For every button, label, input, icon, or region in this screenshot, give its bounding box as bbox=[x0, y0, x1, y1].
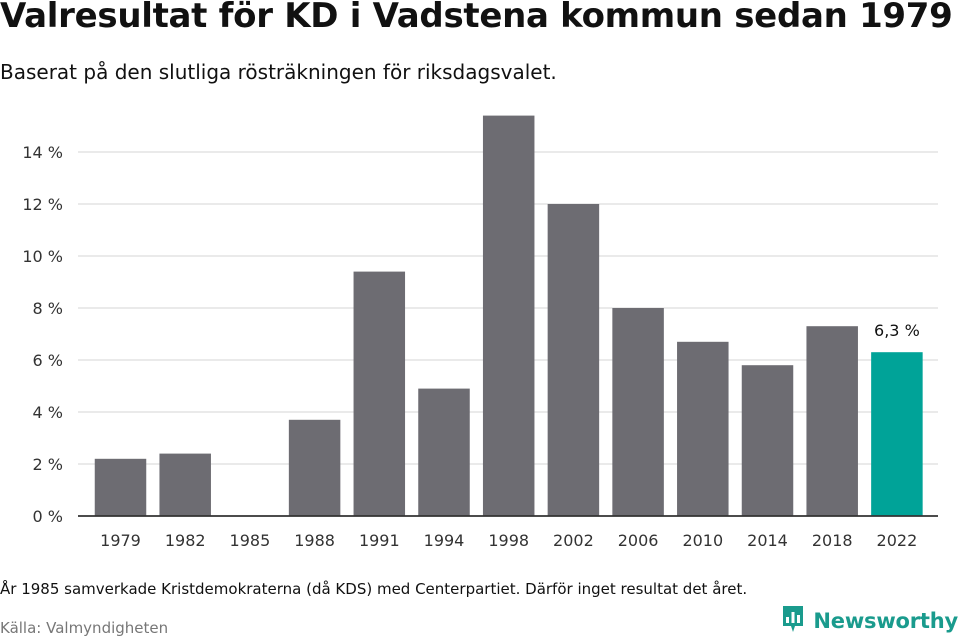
y-tick-label: 4 % bbox=[33, 403, 63, 422]
x-tick-label: 1985 bbox=[230, 531, 271, 550]
y-tick-label: 0 % bbox=[33, 507, 63, 526]
x-tick-label: 2018 bbox=[812, 531, 853, 550]
bars bbox=[94, 115, 923, 516]
bar bbox=[418, 388, 470, 516]
bar bbox=[547, 204, 600, 516]
y-tick-label: 2 % bbox=[33, 455, 63, 474]
y-tick-label: 14 % bbox=[22, 143, 63, 162]
bar bbox=[871, 352, 923, 516]
newsworthy-logo-icon bbox=[781, 604, 805, 638]
bar bbox=[741, 365, 794, 516]
highlight-data-label: 6,3 % bbox=[874, 321, 920, 340]
x-tick-label: 2010 bbox=[682, 531, 723, 550]
x-tick-label: 1991 bbox=[359, 531, 400, 550]
bar bbox=[677, 341, 729, 516]
bar bbox=[612, 308, 664, 516]
bar bbox=[806, 326, 858, 516]
y-tick-label: 6 % bbox=[33, 351, 63, 370]
y-tick-label: 8 % bbox=[33, 299, 63, 318]
x-tick-label: 1988 bbox=[294, 531, 335, 550]
chart-subtitle: Baserat på den slutliga rösträkningen fö… bbox=[0, 60, 557, 84]
brand-name: Newsworthy bbox=[813, 609, 958, 633]
bar bbox=[288, 419, 341, 516]
x-tick-label: 1998 bbox=[488, 531, 529, 550]
x-tick-label: 1982 bbox=[165, 531, 206, 550]
x-tick-label: 2006 bbox=[618, 531, 659, 550]
x-tick-label: 2022 bbox=[877, 531, 918, 550]
x-tick-label: 2002 bbox=[553, 531, 594, 550]
source-text: Källa: Valmyndigheten bbox=[0, 619, 169, 637]
x-tick-label: 1994 bbox=[424, 531, 465, 550]
y-tick-label: 10 % bbox=[22, 247, 63, 266]
bar bbox=[159, 453, 211, 516]
bar-chart: 0 % 2 % 4 % 6 % 8 % 10 % 12 % 14 % 1979 1982 1985… bbox=[22, 115, 938, 550]
x-tick-label: 1979 bbox=[100, 531, 141, 550]
chart-title: Valresultat för KD i Vadstena kommun sed… bbox=[0, 0, 953, 36]
bar bbox=[482, 115, 535, 516]
bar bbox=[353, 271, 406, 516]
brand-logo: Newsworthy bbox=[781, 606, 958, 636]
y-tick-label: 12 % bbox=[22, 195, 63, 214]
y-axis-ticks: 0 % 2 % 4 % 6 % 8 % 10 % 12 % 14 % bbox=[22, 143, 63, 526]
x-axis-ticks: 1979 1982 1985 1988 1991 1994 1998 2002 2006 2010… bbox=[100, 531, 917, 550]
x-tick-label: 2014 bbox=[747, 531, 788, 550]
footnote: År 1985 samverkade Kristdemokraterna (då… bbox=[0, 580, 748, 598]
bar bbox=[94, 458, 147, 516]
